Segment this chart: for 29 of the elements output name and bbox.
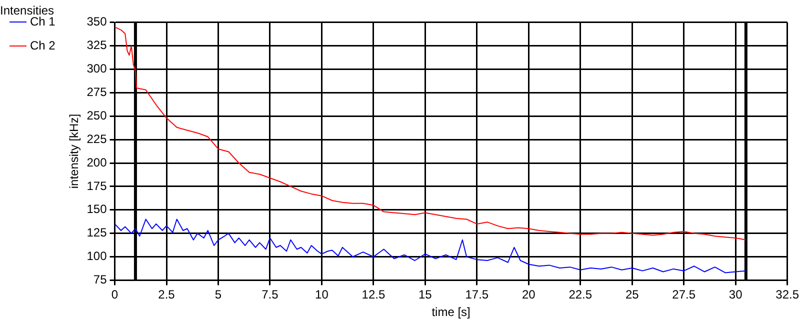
- x-tick-label: 0: [111, 288, 118, 302]
- x-tick-label: 20: [522, 288, 536, 302]
- x-tick-label: 25: [625, 288, 640, 302]
- y-tick-label: 175: [86, 178, 108, 193]
- x-tick-label: 5: [214, 288, 222, 302]
- x-tick-label: 30: [728, 288, 743, 302]
- y-tick-label: 125: [86, 226, 108, 240]
- x-tick-label: 22.5: [568, 288, 592, 302]
- y-tick-label: 150: [86, 202, 108, 216]
- x-axis-title: time [s]: [432, 305, 470, 320]
- x-tick-label: 10: [315, 288, 329, 302]
- y-tick-label: 200: [86, 155, 108, 170]
- legend-label: Ch 2: [30, 38, 56, 52]
- x-tick-label: 27.5: [672, 288, 696, 302]
- y-axis-title: intensity [kHz]: [66, 114, 81, 189]
- x-tick-label: 2.5: [158, 288, 176, 302]
- x-tick-label: 15: [418, 288, 432, 302]
- y-tick-label: 225: [86, 132, 108, 146]
- y-tick-label: 350: [86, 14, 108, 29]
- y-tick-label: 275: [86, 85, 108, 100]
- y-tick-label: 250: [86, 108, 108, 122]
- y-tick-label: 325: [86, 38, 108, 52]
- x-tick-label: 32.5: [776, 288, 800, 302]
- y-tick-label: 300: [86, 62, 108, 76]
- y-tick-label: 100: [86, 249, 108, 264]
- y-tick-label: 75: [93, 272, 108, 287]
- x-tick-label: 12.5: [362, 288, 386, 302]
- x-tick-label: 7.5: [262, 288, 279, 302]
- x-tick-label: 17.5: [465, 288, 489, 302]
